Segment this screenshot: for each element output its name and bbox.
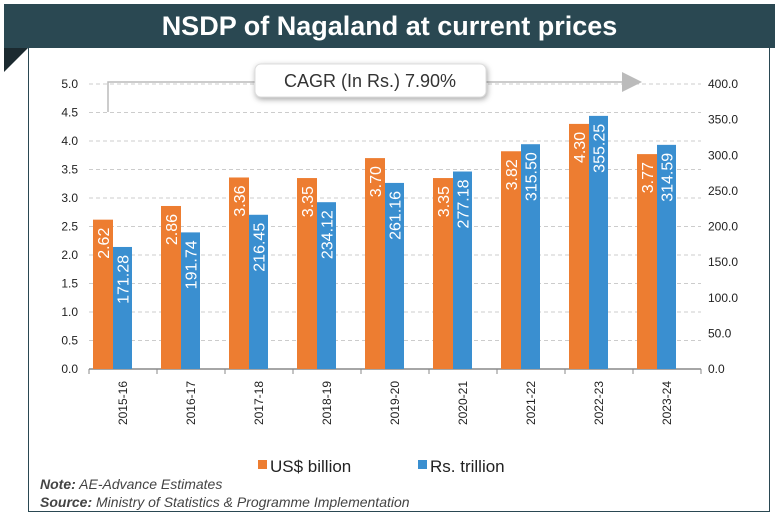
source-text: Ministry of Statistics & Programme Imple… — [96, 494, 410, 510]
bar-rs — [521, 144, 540, 369]
bar-usd — [93, 219, 113, 369]
bar-rs — [453, 171, 472, 369]
left-axis-tick-label: 1.5 — [61, 277, 78, 291]
chart-title: NSDP of Nagaland at current prices — [4, 4, 775, 48]
bar-data-label: 2.62 — [96, 228, 113, 259]
bar-data-label: 261.16 — [388, 191, 405, 240]
bar-data-label: 171.28 — [116, 255, 133, 304]
bar-usd — [229, 177, 249, 369]
x-axis-tick-label: 2017-18 — [252, 381, 266, 425]
x-axis-tick-label: 2016-17 — [184, 381, 198, 425]
left-axis-tick-label: 2.5 — [61, 220, 78, 234]
right-axis-tick-label: 50.0 — [708, 326, 732, 340]
right-axis-tick-label: 200.0 — [708, 220, 738, 234]
legend-label: Rs. trillion — [430, 457, 505, 476]
left-axis-tick-label: 4.0 — [61, 134, 78, 148]
x-axis-tick-label: 2015-16 — [116, 381, 130, 425]
x-axis-tick-label: 2021-22 — [524, 381, 538, 425]
legend-swatch — [258, 460, 267, 469]
bar-data-label: 3.35 — [436, 186, 453, 217]
bar-rs — [181, 232, 200, 369]
left-axis-tick-label: 3.0 — [61, 191, 78, 205]
bar-usd — [297, 178, 317, 369]
source-label: Source: — [40, 494, 93, 510]
cagr-annotation: CAGR (In Rs.) 7.90% — [284, 71, 456, 91]
left-axis-tick-label: 0.0 — [61, 362, 78, 376]
bar-usd — [433, 178, 453, 369]
bar-data-label: 3.77 — [640, 162, 657, 193]
bar-rs — [589, 115, 608, 370]
left-axis-tick-label: 2.0 — [61, 248, 78, 262]
bar-data-label: 3.82 — [504, 159, 521, 190]
bar-data-label: 314.59 — [660, 153, 677, 202]
bar-rs — [113, 246, 132, 369]
bar-data-label: 315.50 — [524, 152, 541, 201]
cagr-arrow-head — [622, 72, 642, 92]
x-axis-tick-label: 2023-24 — [660, 381, 674, 425]
bar-usd — [569, 123, 589, 370]
right-axis-tick-label: 350.0 — [708, 113, 738, 127]
right-axis-tick-label: 0.0 — [708, 362, 725, 376]
bar-data-label: 216.45 — [252, 223, 269, 272]
bar-rs — [317, 202, 336, 369]
bar-usd — [637, 154, 657, 369]
left-axis-tick-label: 4.5 — [61, 106, 78, 120]
right-axis-tick-label: 250.0 — [708, 184, 738, 198]
x-axis-tick-label: 2018-19 — [320, 381, 334, 425]
chart-frame — [28, 48, 770, 512]
x-axis-tick-label: 2020-21 — [456, 381, 470, 425]
right-axis-tick-label: 150.0 — [708, 255, 738, 269]
note-label: Note: — [40, 476, 76, 492]
legend-label: US$ billion — [270, 457, 351, 476]
note-text: AE-Advance Estimates — [79, 476, 223, 492]
right-axis-tick-label: 400.0 — [708, 77, 738, 91]
bar-data-label: 234.12 — [320, 210, 337, 259]
bar-data-label: 3.35 — [300, 186, 317, 217]
bar-data-label: 4.30 — [572, 132, 589, 163]
bar-rs — [657, 144, 676, 369]
right-axis-tick-label: 300.0 — [708, 148, 738, 162]
right-axis-tick-label: 100.0 — [708, 291, 738, 305]
bar-data-label: 277.18 — [456, 179, 473, 228]
bar-usd — [365, 158, 385, 369]
x-axis-tick-label: 2022-23 — [592, 381, 606, 425]
bar-data-label: 2.86 — [164, 214, 181, 245]
legend-swatch — [418, 460, 427, 469]
x-axis-tick-label: 2019-20 — [388, 381, 402, 425]
note: Note: AE-Advance Estimates — [40, 476, 222, 492]
bar-data-label: 3.70 — [368, 166, 385, 197]
bar-usd — [161, 205, 181, 369]
left-axis-tick-label: 1.0 — [61, 305, 78, 319]
source: Source: Ministry of Statistics & Program… — [40, 494, 410, 510]
cagr-box — [254, 63, 487, 98]
bar-usd — [501, 151, 521, 369]
bar-data-label: 191.74 — [184, 240, 201, 289]
left-axis-tick-label: 0.5 — [61, 334, 78, 348]
bar-data-label: 355.25 — [592, 124, 609, 173]
bar-rs — [249, 214, 268, 369]
bar-data-label: 3.36 — [232, 185, 249, 216]
left-axis-tick-label: 5.0 — [61, 77, 78, 91]
bar-rs — [385, 182, 404, 369]
left-axis-tick-label: 3.5 — [61, 163, 78, 177]
